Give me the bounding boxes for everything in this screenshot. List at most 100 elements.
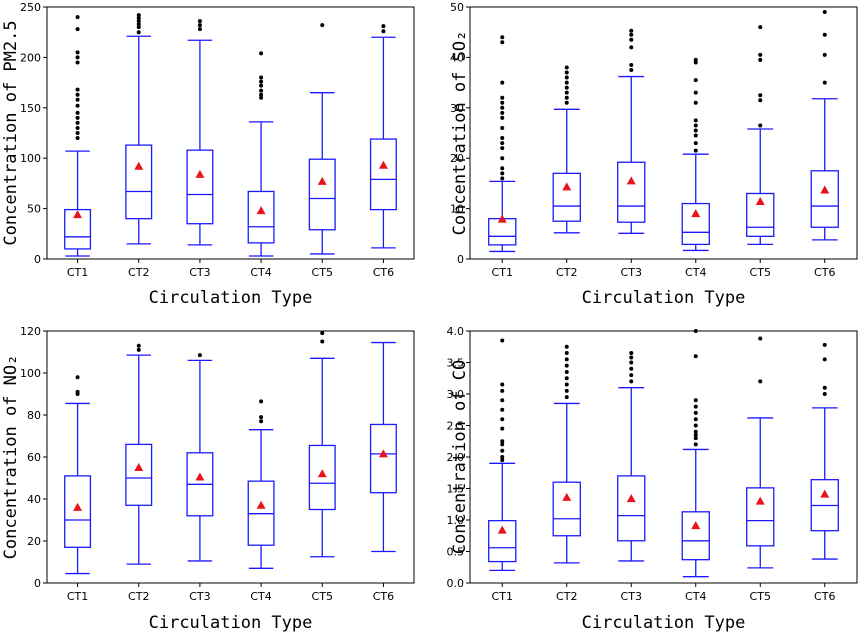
x-tick-label: CT4 (685, 590, 706, 603)
outlier-point (259, 75, 264, 80)
outlier-point (500, 455, 505, 459)
outlier-point (75, 125, 80, 130)
mean-marker (317, 469, 327, 478)
x-tick-label: CT3 (621, 590, 642, 603)
outlier-point (500, 35, 505, 40)
outlier-point (822, 392, 827, 396)
outlier-point (500, 426, 505, 431)
y-axis-title: Concentration of PM2.5 (1, 20, 21, 245)
iqr-box (64, 475, 92, 548)
outlier-point (320, 23, 325, 28)
outlier-point (136, 25, 141, 30)
x-tick-label: CT4 (250, 266, 271, 279)
mean-marker (195, 472, 205, 481)
so2-panel: 0 10 20 30 40 50 CT1 CT2 CT3 CT4 CT5 CT6 Concentrati… (450, 1, 858, 308)
iqr-box (369, 138, 397, 211)
mean-marker (497, 214, 507, 223)
outlier-point (693, 404, 698, 409)
box-ct3 (186, 19, 214, 246)
outlier-point (564, 85, 569, 90)
outlier-point (564, 65, 569, 70)
outlier-point (564, 351, 569, 356)
mean-marker (195, 169, 205, 178)
outlier-point (564, 344, 569, 349)
outlier-point (564, 388, 569, 393)
outlier-point (259, 399, 264, 404)
outlier-point (500, 407, 505, 412)
outlier-point (259, 419, 264, 424)
outlier-point (500, 95, 505, 100)
y-tick-label: 0.5 (447, 546, 465, 559)
x-tick-label: CT3 (621, 266, 642, 279)
plot-frame (46, 6, 415, 260)
y-tick-label: 50 (27, 203, 41, 216)
box-ct1 (488, 338, 517, 572)
outlier-point (758, 336, 763, 341)
y-tick-label: 250 (20, 1, 41, 14)
outlier-point (197, 27, 202, 32)
outlier-point (629, 360, 634, 365)
y-tick-label: 30 (450, 102, 464, 115)
y-tick-label: 1.0 (447, 514, 465, 527)
outlier-point (822, 80, 827, 85)
outlier-point (564, 395, 569, 400)
mean-marker (626, 494, 636, 503)
outlier-point (259, 95, 264, 100)
x-tick-label: CT1 (492, 590, 513, 603)
iqr-box (125, 443, 153, 506)
outlier-point (381, 24, 386, 29)
outlier-point (500, 439, 505, 444)
y-tick-label: 40 (450, 51, 464, 64)
outlier-point (500, 141, 505, 146)
outlier-point (758, 52, 763, 57)
outlier-point (822, 10, 827, 15)
outlier-point (564, 75, 569, 80)
outlier-point (564, 100, 569, 105)
outlier-point (564, 95, 569, 100)
box-ct2 (125, 343, 153, 565)
outlier-point (136, 16, 141, 21)
outlier-point (693, 90, 698, 95)
outlier-point (136, 30, 141, 35)
box-ct3 (617, 28, 646, 234)
x-tick-label: CT2 (556, 590, 577, 603)
outlier-point (197, 353, 202, 358)
iqr-box (369, 423, 397, 494)
x-tick-label: CT6 (373, 266, 394, 279)
x-tick-label: CT6 (814, 266, 835, 279)
outlier-point (259, 92, 264, 97)
box-ct2 (125, 13, 153, 245)
y-tick-label: 100 (20, 152, 41, 165)
outlier-point (693, 78, 698, 83)
box-ct4 (247, 399, 275, 569)
box-ct6 (369, 341, 397, 553)
box-ct1 (64, 15, 92, 257)
mean-marker (378, 160, 388, 169)
y-tick-label: 1.5 (447, 483, 465, 496)
outlier-point (564, 369, 569, 374)
outlier-point (500, 398, 505, 403)
x-tick-label: CT1 (67, 266, 88, 279)
outlier-point (197, 19, 202, 24)
outlier-point (758, 98, 763, 103)
y-tick-label: 2.5 (447, 420, 465, 433)
outlier-point (500, 80, 505, 85)
box-ct5 (746, 25, 775, 246)
outlier-point (500, 417, 505, 422)
iqr-box (617, 161, 646, 223)
outlier-point (758, 379, 763, 384)
plot-frame (46, 330, 415, 584)
x-tick-label: CT1 (492, 266, 513, 279)
iqr-box (186, 149, 214, 225)
mean-marker (755, 197, 765, 206)
x-tick-label: CT5 (312, 266, 333, 279)
outlier-point (259, 415, 264, 420)
box-ct6 (810, 342, 839, 560)
mean-marker (691, 521, 701, 530)
x-tick-label: CT6 (373, 590, 394, 603)
outlier-point (693, 141, 698, 146)
outlier-point (629, 373, 634, 378)
outlier-point (564, 376, 569, 381)
y-tick-label: 0.0 (447, 577, 465, 590)
outlier-point (693, 123, 698, 128)
